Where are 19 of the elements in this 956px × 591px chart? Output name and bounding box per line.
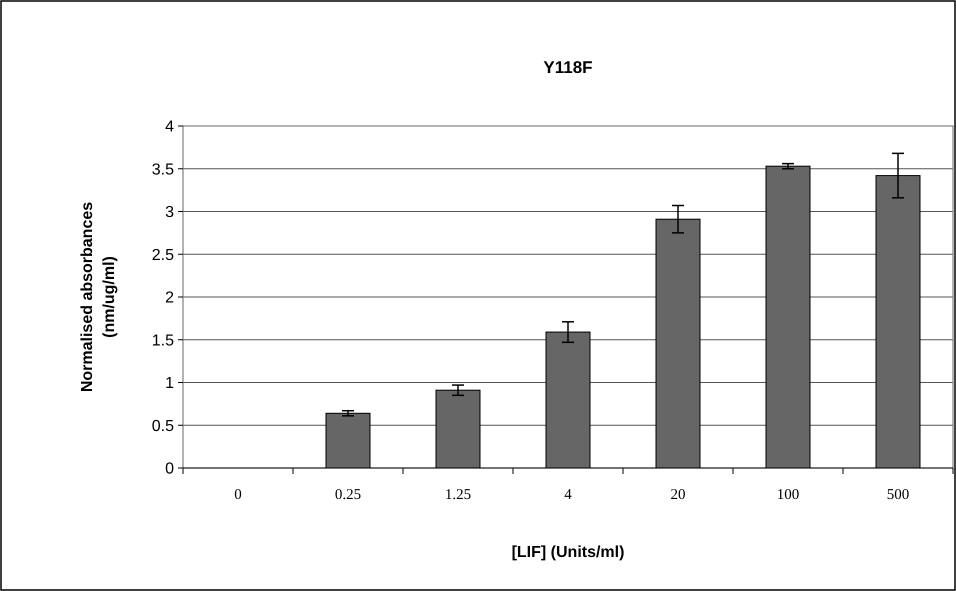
y-tick-label: 0 [165, 460, 174, 478]
y-tick-label: 2.5 [152, 246, 174, 264]
y-tick-label: 0.5 [152, 418, 174, 435]
y-axis-title: Normalised absorbances (nm/ug/ml) [79, 202, 118, 392]
x-tick-label: 100 [776, 487, 800, 503]
y-tick-label: 2 [165, 290, 174, 307]
x-tick-label: 20 [670, 487, 686, 503]
y-tick-label: 3 [165, 204, 174, 222]
x-tick-label: 0.25 [334, 487, 362, 503]
chart-title: Y118F [543, 58, 593, 77]
x-tick-label: 4 [564, 487, 572, 503]
y-tick-label: 3.5 [152, 161, 174, 178]
x-tick-label: 1.25 [444, 487, 472, 503]
y-tick-label: 1.5 [152, 332, 174, 350]
y-tick-label: 1 [165, 375, 174, 392]
x-tick-label: 0 [234, 487, 242, 503]
x-axis-title: [LIF] (Units/ml) [512, 544, 624, 561]
y-tick-label: 4 [165, 118, 174, 136]
x-tick-label: 500 [886, 487, 910, 503]
